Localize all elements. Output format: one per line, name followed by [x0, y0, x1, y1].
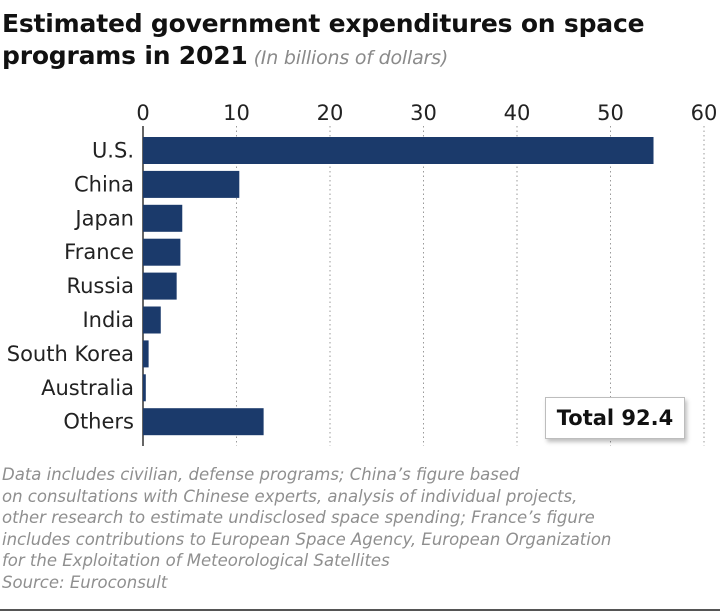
x-tick-label: 60	[691, 101, 718, 125]
x-tick-label: 10	[223, 101, 250, 125]
chart-title-text-2: programs in 2021	[2, 41, 248, 70]
category-label: Australia	[41, 376, 134, 400]
footnote-line: Data includes civilian, defense programs…	[2, 465, 520, 484]
category-label: Japan	[73, 206, 134, 230]
category-label: Russia	[66, 274, 134, 298]
footnote-line: on consultations with Chinese experts, a…	[2, 486, 578, 506]
category-label: India	[82, 308, 134, 332]
x-tick-label: 30	[410, 101, 437, 125]
source-credit: Source: Euroconsult	[2, 572, 168, 592]
footnote-line: for the Exploitation of Meteorological S…	[2, 551, 390, 571]
footnote: Data includes civilian, defense programs…	[2, 464, 718, 594]
category-labels: U.S. China Japan France Russia India South Kor…	[7, 139, 134, 434]
bar	[143, 340, 149, 368]
x-axis-ticks: 0 10 20 30 40 50 60	[136, 101, 717, 125]
bar	[143, 170, 240, 198]
category-label: U.S.	[92, 139, 134, 163]
bar	[143, 408, 264, 436]
category-label: China	[74, 172, 134, 196]
category-label: France	[64, 240, 134, 264]
bars	[143, 137, 654, 436]
category-label: Others	[63, 410, 134, 434]
x-tick-label: 40	[504, 101, 531, 125]
x-tick-label: 50	[597, 101, 624, 125]
chart-title-line-1: Estimated government expenditures on spa…	[2, 9, 645, 38]
x-tick-label: 20	[317, 101, 344, 125]
bar	[143, 204, 183, 232]
bar	[143, 137, 654, 164]
bar	[143, 272, 177, 300]
chart-subtitle: (In billions of dollars)	[253, 47, 449, 69]
bottom-rule	[0, 609, 720, 611]
chart-title-line-2: programs in 2021 (In billions of dollars)	[2, 40, 714, 74]
bar	[143, 374, 146, 402]
footnote-line: other research to estimate undisclosed s…	[2, 508, 595, 528]
footnote-line: includes contributions to European Space…	[2, 529, 612, 549]
category-label: South Korea	[7, 342, 134, 366]
bar-chart: 0 10 20 30 40 50 60 U.S. China Japan France Russia…	[7, 101, 717, 446]
bar	[143, 238, 181, 266]
chart-title-block: Estimated government expenditures on spa…	[2, 8, 714, 74]
bar	[143, 306, 161, 334]
x-tick-label: 0	[136, 101, 149, 125]
total-badge: Total 92.4	[545, 397, 685, 439]
